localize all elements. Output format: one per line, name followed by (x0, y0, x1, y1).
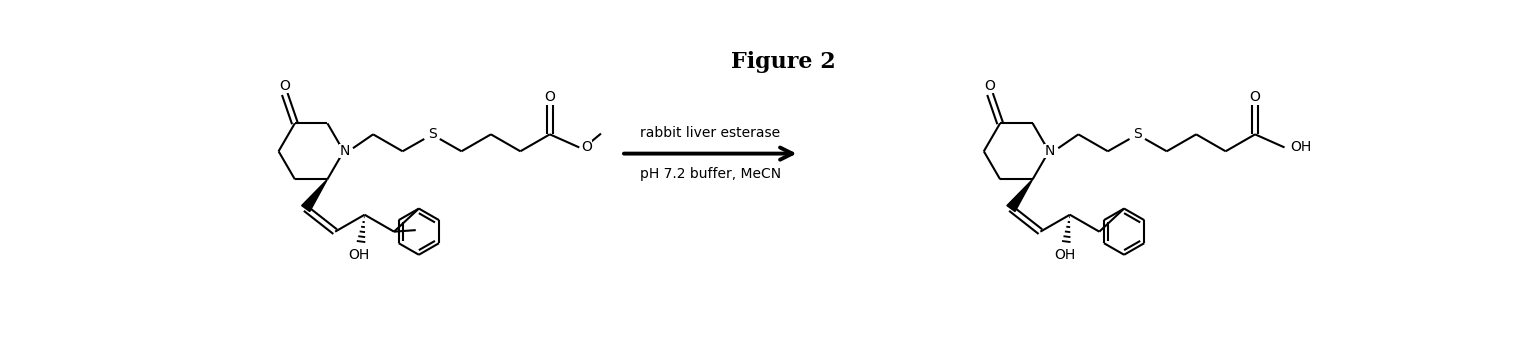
Text: O: O (984, 79, 995, 93)
Text: pH 7.2 buffer, MeCN: pH 7.2 buffer, MeCN (640, 167, 781, 182)
Text: Figure 2: Figure 2 (730, 51, 836, 73)
Text: OH: OH (1054, 248, 1076, 262)
Text: N: N (339, 144, 350, 158)
Text: rabbit liver esterase: rabbit liver esterase (640, 126, 781, 140)
Text: N: N (1045, 144, 1054, 158)
Text: O: O (544, 90, 555, 104)
Text: OH: OH (1290, 140, 1311, 154)
Text: OH: OH (348, 248, 370, 262)
Text: S: S (1132, 127, 1141, 141)
Text: O: O (581, 140, 591, 154)
Text: O: O (280, 79, 290, 93)
Text: O: O (1250, 90, 1261, 104)
Text: S: S (428, 127, 437, 141)
Polygon shape (1007, 179, 1033, 211)
Polygon shape (301, 179, 327, 211)
